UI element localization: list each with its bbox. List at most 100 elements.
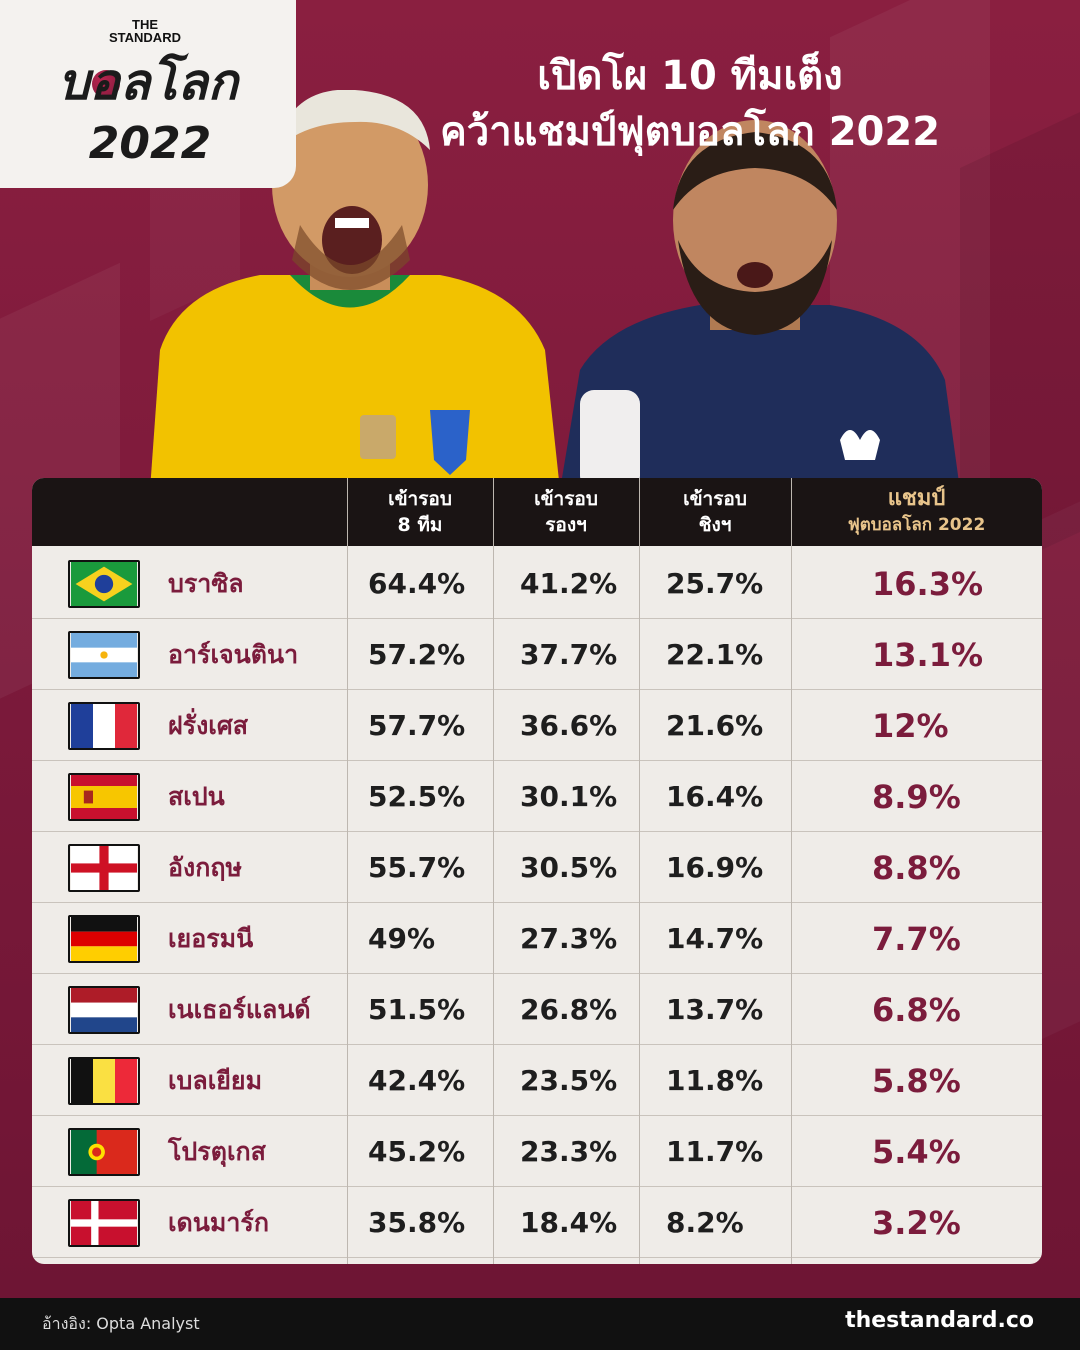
- table-header: เข้ารอบ 8 ทีม เข้ารอบ รองฯ เข้ารอบ ชิงฯ …: [32, 478, 1042, 546]
- champion-value: 8.8%: [872, 849, 961, 887]
- final-value: 22.1%: [666, 638, 764, 671]
- table-row: เบลเยียม 42.4% 23.5% 11.8% 5.8%: [32, 1045, 1042, 1116]
- quarterfinal-value: 52.5%: [368, 780, 466, 813]
- semifinal-value: 27.3%: [520, 922, 618, 955]
- final-value: 21.6%: [666, 709, 764, 742]
- brand-logo: THE STANDARD บอลโลก 2022: [0, 0, 296, 188]
- column-header-line: เข้ารอบ: [534, 488, 598, 510]
- semifinal-value: 26.8%: [520, 993, 618, 1026]
- column-header-line: 8 ทีม: [397, 514, 443, 536]
- quarterfinal-value: 57.7%: [368, 709, 466, 742]
- final-value: 11.7%: [666, 1135, 764, 1168]
- spain-flag: [68, 773, 140, 821]
- germany-flag: [68, 915, 140, 963]
- final-value: 8.2%: [666, 1206, 744, 1239]
- champion-value: 6.8%: [872, 991, 961, 1029]
- table-row: เนเธอร์แลนด์ 51.5% 26.8% 13.7% 6.8%: [32, 974, 1042, 1045]
- france-flag: [68, 702, 140, 750]
- champion-value: 5.4%: [872, 1133, 961, 1171]
- table-row: บราซิล 64.4% 41.2% 25.7% 16.3%: [32, 548, 1042, 619]
- semifinal-value: 41.2%: [520, 567, 618, 600]
- quarterfinal-value: 57.2%: [368, 638, 466, 671]
- table-row: อังกฤษ 55.7% 30.5% 16.9% 8.8%: [32, 832, 1042, 903]
- champion-value: 16.3%: [872, 565, 984, 603]
- team-name: โปรตุเกส: [168, 1137, 266, 1166]
- argentina-flag: [68, 631, 140, 679]
- champion-value: 8.9%: [872, 778, 961, 816]
- team-name: เนเธอร์แลนด์: [168, 995, 311, 1024]
- column-header-line: เข้ารอบ: [388, 488, 452, 510]
- table-row: เยอรมนี 49% 27.3% 14.7% 7.7%: [32, 903, 1042, 974]
- semifinal-value: 30.5%: [520, 851, 618, 884]
- final-value: 11.8%: [666, 1064, 764, 1097]
- semifinal-value: 23.3%: [520, 1135, 618, 1168]
- column-header-semifinal: เข้ารอบ รองฯ: [493, 478, 639, 546]
- team-name: เดนมาร์ก: [168, 1208, 269, 1237]
- portugal-flag: [68, 1128, 140, 1176]
- column-header-quarterfinal: เข้ารอบ 8 ทีม: [347, 478, 493, 546]
- brazil-flag: [68, 560, 140, 608]
- champion-value: 12%: [872, 707, 949, 745]
- semifinal-value: 37.7%: [520, 638, 618, 671]
- player-brazil-image: [150, 90, 560, 490]
- column-header-line: แชมป์: [887, 486, 946, 511]
- column-header-line: ชิงฯ: [698, 514, 732, 536]
- football-icon: [92, 70, 120, 98]
- team-name: อังกฤษ: [168, 853, 242, 882]
- semifinal-value: 18.4%: [520, 1206, 618, 1239]
- team-name: สเปน: [168, 782, 225, 811]
- title-line-1: เปิดโผ 10 ทีมเต็ง: [537, 53, 843, 99]
- champion-value: 5.8%: [872, 1062, 961, 1100]
- column-header-final: เข้ารอบ ชิงฯ: [639, 478, 791, 546]
- table-row: อาร์เจนตินา 57.2% 37.7% 22.1% 13.1%: [32, 619, 1042, 690]
- column-divider: [639, 478, 640, 1264]
- belgium-flag: [68, 1057, 140, 1105]
- semifinal-value: 36.6%: [520, 709, 618, 742]
- england-flag: [68, 844, 140, 892]
- denmark-flag: [68, 1199, 140, 1247]
- odds-table: เข้ารอบ 8 ทีม เข้ารอบ รองฯ เข้ารอบ ชิงฯ …: [32, 478, 1042, 1264]
- team-name: อาร์เจนตินา: [168, 640, 299, 669]
- site-url: thestandard.co: [845, 1308, 1034, 1333]
- player-france-image: [560, 120, 960, 490]
- team-name: บราซิล: [168, 569, 244, 598]
- champion-value: 7.7%: [872, 920, 961, 958]
- final-value: 16.4%: [666, 780, 764, 813]
- semifinal-value: 23.5%: [520, 1064, 618, 1097]
- quarterfinal-value: 55.7%: [368, 851, 466, 884]
- champion-value: 13.1%: [872, 636, 984, 674]
- column-header-line: รองฯ: [545, 514, 587, 536]
- table-row: ฝรั่งเศส 57.7% 36.6% 21.6% 12%: [32, 690, 1042, 761]
- table-row: โปรตุเกส 45.2% 23.3% 11.7% 5.4%: [32, 1116, 1042, 1187]
- team-name: เยอรมนี: [168, 924, 254, 953]
- champion-value: 3.2%: [872, 1204, 961, 1242]
- title-line-2: คว้าแชมป์ฟุตบอลโลก 2022: [439, 109, 941, 155]
- semifinal-value: 30.1%: [520, 780, 618, 813]
- column-header-champion: แชมป์ ฟุตบอลโลก 2022: [791, 478, 1042, 546]
- table-row: สเปน 52.5% 30.1% 16.4% 8.9%: [32, 761, 1042, 832]
- netherlands-flag: [68, 986, 140, 1034]
- final-value: 13.7%: [666, 993, 764, 1026]
- final-value: 16.9%: [666, 851, 764, 884]
- footer: อ้างอิง: Opta Analyst thestandard.co: [0, 1298, 1080, 1350]
- column-divider: [791, 478, 792, 1264]
- logo-year: 2022: [88, 118, 212, 169]
- team-name: ฝรั่งเศส: [168, 711, 248, 740]
- source-reference: อ้างอิง: Opta Analyst: [42, 1314, 200, 1333]
- quarterfinal-value: 64.4%: [368, 567, 466, 600]
- column-header-line: ฟุตบอลโลก 2022: [847, 515, 986, 535]
- final-value: 25.7%: [666, 567, 764, 600]
- quarterfinal-value: 51.5%: [368, 993, 466, 1026]
- column-divider: [347, 478, 348, 1264]
- column-divider: [493, 478, 494, 1264]
- page-title: เปิดโผ 10 ทีมเต็ง คว้าแชมป์ฟุตบอลโลก 202…: [340, 48, 1040, 160]
- column-header-line: เข้ารอบ: [683, 488, 747, 510]
- quarterfinal-value: 42.4%: [368, 1064, 466, 1097]
- logo-word: บอลโลก: [57, 53, 239, 111]
- table-row: เดนมาร์ก 35.8% 18.4% 8.2% 3.2%: [32, 1187, 1042, 1258]
- team-name: เบลเยียม: [168, 1066, 263, 1095]
- brand-name: THE STANDARD: [109, 17, 181, 45]
- quarterfinal-value: 49%: [368, 922, 436, 955]
- quarterfinal-value: 45.2%: [368, 1135, 466, 1168]
- final-value: 14.7%: [666, 922, 764, 955]
